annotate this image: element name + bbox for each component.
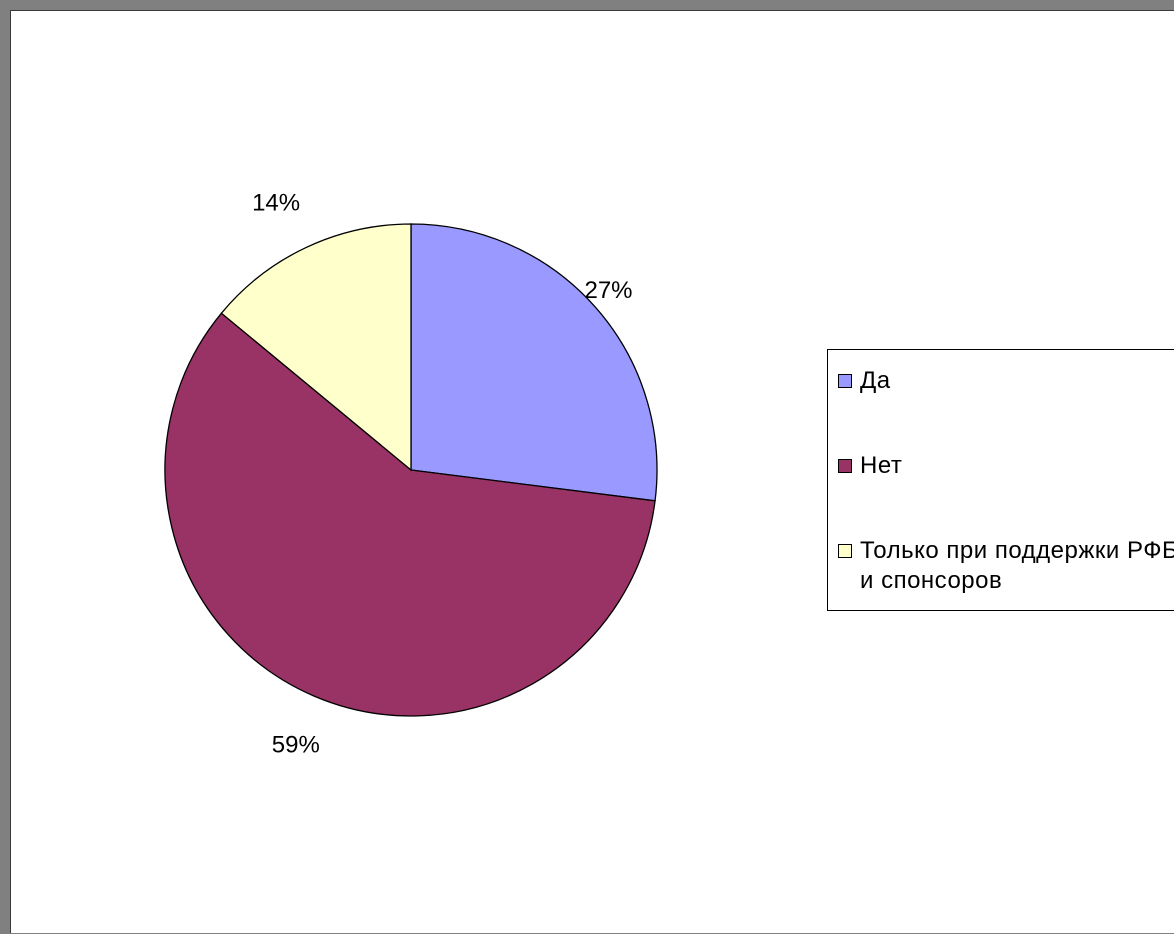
legend-item-da: Да xyxy=(838,366,1174,396)
legend-label-sponsors: Только при поддержки РФБ и спонсоров xyxy=(860,537,1174,594)
legend-label-da: Да xyxy=(860,367,891,394)
pie-slices xyxy=(164,223,658,717)
pie-chart: 27% 59% 14% xyxy=(164,190,658,759)
legend-label-net: Нет xyxy=(860,452,903,479)
legend-swatch-sponsors xyxy=(838,544,852,558)
chart-legend: Да Нет Только при поддержки РФБ и спонсо… xyxy=(827,349,1174,611)
pie-slice-da xyxy=(410,223,658,502)
data-label-da: 27% xyxy=(584,277,632,304)
pie-slice-sponsors xyxy=(220,223,412,472)
pie-slice-net xyxy=(164,312,656,717)
legend-item-sponsors: Только при поддержки РФБ и спонсоров xyxy=(838,536,1174,596)
data-label-net: 59% xyxy=(272,731,320,758)
chart-area: 27% 59% 14% Да Нет Только при поддержки РФ… xyxy=(10,10,1174,933)
data-label-sponsors: 14% xyxy=(252,190,300,217)
legend-swatch-da xyxy=(838,374,852,388)
pie-data-labels: 27% 59% 14% xyxy=(252,190,632,759)
legend-item-net: Нет xyxy=(838,451,1174,481)
legend-swatch-net xyxy=(838,459,852,473)
